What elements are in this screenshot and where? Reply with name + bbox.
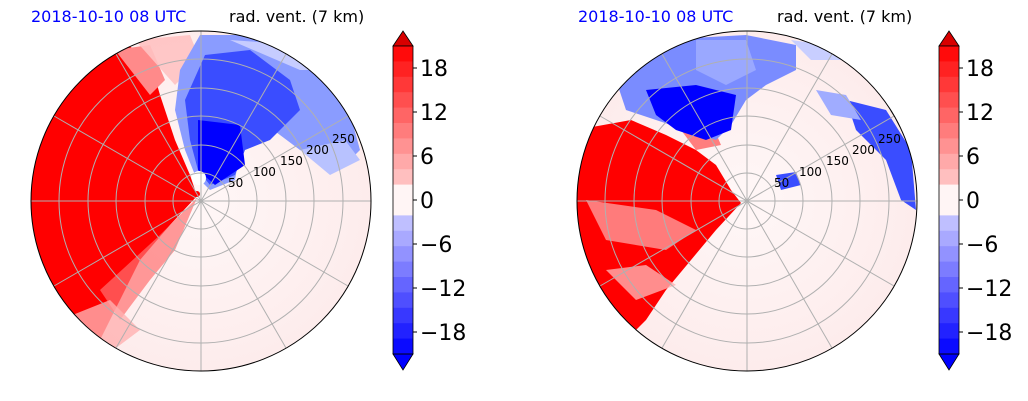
- colorbar-band: [939, 277, 959, 293]
- colorbar-tick-label: 6: [966, 145, 980, 170]
- colorbar-band: [393, 169, 413, 186]
- colorbar-band: [939, 138, 959, 155]
- colorbar-band: [393, 153, 413, 170]
- chart-title-variable: rad. vent. (7 km): [229, 7, 365, 26]
- colorbar-band: [939, 200, 959, 216]
- colorbar-tick-label: −12: [966, 277, 1012, 302]
- colorbar-band: [939, 292, 959, 309]
- radial-tick-label: 200: [306, 143, 329, 157]
- polar-plot: 50 100 150 200 250 18 12 6 0 −6 −12 −18: [30, 30, 466, 372]
- colorbar-band: [393, 307, 413, 324]
- chart-title-date: 2018-10-10 08 UTC: [578, 7, 734, 26]
- colorbar-band: [393, 123, 413, 139]
- colorbar-band: [939, 123, 959, 139]
- colorbar-band: [939, 323, 959, 340]
- colorbar-band: [393, 338, 413, 355]
- colorbar-band: [393, 200, 413, 216]
- colorbar-band: [393, 246, 413, 263]
- colorbar-band: [393, 230, 413, 247]
- chart-title-variable: rad. vent. (7 km): [777, 7, 913, 26]
- colorbar-band: [393, 277, 413, 293]
- colorbar-band: [393, 261, 413, 278]
- colorbar-tick-label: 12: [420, 101, 448, 126]
- colorbar: 18 12 6 0 −6 −12 −18: [392, 30, 466, 371]
- colorbar-tick-label: −18: [966, 321, 1012, 346]
- radial-tick-label: 250: [878, 132, 901, 146]
- plot-border: [30, 30, 372, 372]
- colorbar-band: [939, 246, 959, 263]
- colorbar-band: [939, 261, 959, 278]
- colorbar-tick-label: 0: [420, 189, 434, 214]
- colorbar: 18 12 6 0 −6 −12 −18: [938, 30, 1012, 371]
- colorbar-tick-label: 18: [420, 57, 448, 82]
- polar-grid: [31, 31, 371, 371]
- colorbar-band: [939, 338, 959, 355]
- colorbar-tick-label: −6: [966, 233, 998, 258]
- colorbar-band: [393, 292, 413, 309]
- polar-grid: [577, 31, 917, 371]
- colorbar-band: [939, 92, 959, 109]
- colorbar-tick-label: −18: [420, 321, 466, 346]
- colorbar-tick-label: −6: [420, 233, 452, 258]
- colorbar-band: [939, 76, 959, 93]
- colorbar-band: [393, 46, 413, 62]
- colorbar-band: [939, 153, 959, 170]
- colorbar-band: [939, 107, 959, 124]
- chart-title-date: 2018-10-10 08 UTC: [31, 7, 187, 26]
- colorbar-tick-label: 12: [966, 101, 994, 126]
- velocity-field: [31, 31, 371, 371]
- colorbar-band: [939, 230, 959, 247]
- colorbar-band: [939, 61, 959, 78]
- colorbar-band: [393, 184, 413, 201]
- polar-plot: 50 100 150 200 250 18 12 6 0 −6 −12 −18: [576, 30, 1012, 372]
- colorbar-band: [393, 107, 413, 124]
- chart-panel-right: 2018-10-10 08 UTC rad. vent. (7 km): [546, 0, 1028, 401]
- colorbar-band: [393, 138, 413, 155]
- colorbar-band: [939, 46, 959, 62]
- colorbar-band: [393, 61, 413, 78]
- chart-panel-left: 2018-10-10 08 UTC rad. vent. (7 km): [30, 7, 466, 372]
- colorbar-band: [939, 184, 959, 201]
- colorbar-band: [939, 169, 959, 186]
- colorbar-tick-label: −12: [420, 277, 466, 302]
- radial-tick-label: 200: [852, 143, 875, 157]
- colorbar-tick-label: 6: [420, 145, 434, 170]
- colorbar-band: [393, 76, 413, 93]
- radial-tick-label: 150: [280, 154, 303, 168]
- colorbar-tick-label: 0: [966, 189, 980, 214]
- colorbar-band: [939, 215, 959, 232]
- radial-tick-label: 250: [332, 132, 355, 146]
- colorbar-band: [393, 215, 413, 232]
- radial-tick-label: 100: [799, 165, 822, 179]
- colorbar-band: [393, 323, 413, 340]
- radial-tick-label: 50: [228, 176, 243, 190]
- radial-tick-label: 50: [774, 176, 789, 190]
- colorbar-band: [393, 92, 413, 109]
- plot-border: [576, 30, 918, 372]
- radial-tick-label: 100: [253, 165, 276, 179]
- colorbar-tick-label: 18: [966, 57, 994, 82]
- radial-tick-label: 150: [826, 154, 849, 168]
- colorbar-band: [939, 307, 959, 324]
